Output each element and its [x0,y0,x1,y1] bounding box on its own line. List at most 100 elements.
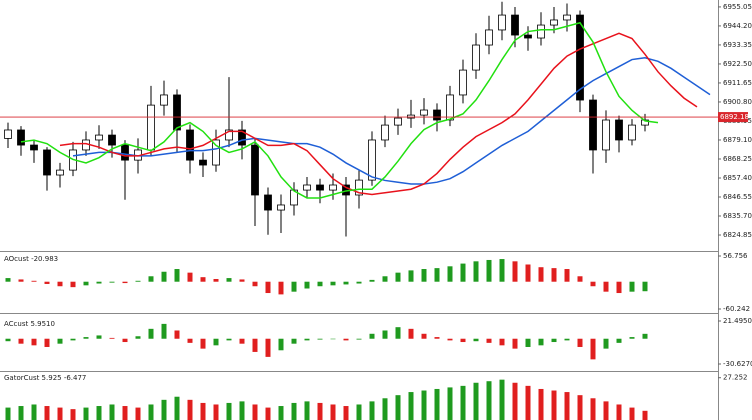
histogram-bar [603,401,609,420]
histogram-bar [96,335,102,339]
candle-body [56,169,64,176]
indicator-title: AOcust -20.983 [4,255,58,263]
histogram-bar [343,338,349,341]
candle-body [108,134,116,146]
histogram-bar [538,338,544,346]
candle-body [303,184,311,191]
histogram-bar [83,337,89,339]
histogram-bar [317,338,323,340]
histogram-bar [226,402,232,420]
histogram-bar [642,333,648,339]
candle-body [485,29,493,46]
candle-body [550,19,558,26]
histogram-bar [460,263,466,282]
histogram-bar [44,406,50,420]
histogram-bar [551,390,557,420]
histogram-bar [499,259,505,282]
histogram-bar [291,402,297,420]
histogram-bar [278,338,284,351]
histogram-bar [278,406,284,420]
candle-body [563,14,571,21]
histogram-bar [304,281,310,289]
histogram-bar [382,330,388,339]
candle-body [368,139,376,181]
histogram-bar [395,395,401,420]
histogram-bar [96,281,102,284]
histogram-bar [291,338,297,344]
histogram-bar [473,382,479,420]
histogram-bar [5,407,11,420]
histogram-bar [408,270,414,282]
histogram-bar [421,390,427,420]
histogram-bar [590,281,596,287]
moving-average-line [59,32,698,196]
y-tick-label: 6955.05 [723,3,752,11]
candle-body [576,14,584,101]
candle-body [498,14,506,31]
y-tick-label: 6835.70 [723,212,752,220]
candle-body [381,124,389,141]
histogram-bar [421,269,427,282]
histogram-bar [564,338,570,341]
histogram-bar [577,395,583,420]
candle-body [472,44,480,71]
histogram-bar [96,406,102,420]
histogram-bar [135,407,141,420]
histogram-bar [70,338,76,341]
histogram-bar [265,407,271,420]
candle-body [394,117,402,126]
histogram-bar [70,409,76,420]
histogram-bar [616,404,622,420]
histogram-bar [616,338,622,343]
histogram-bar [174,396,180,420]
candle-body [615,119,623,141]
histogram-bar [434,337,440,339]
histogram-bar [213,278,219,282]
histogram-bar [161,399,167,420]
candle-body [316,184,324,191]
histogram-bar [109,404,115,420]
candle-body [459,69,467,96]
histogram-bar [434,268,440,282]
y-tick-label: 6879.10 [723,136,752,144]
histogram-bar [57,407,63,420]
histogram-bar [31,280,37,282]
y-tick-label: 6857.40 [723,174,752,182]
histogram-bar [83,407,89,420]
histogram-bar [512,338,518,349]
candle-body [433,109,441,121]
y-tick-label: 6868.25 [723,155,752,163]
histogram-bar [499,379,505,420]
y-tick-label: -60.242 [723,305,750,313]
candle-body [277,204,285,211]
candle-body [511,14,519,36]
histogram-bar [551,268,557,282]
histogram-bar [408,328,414,339]
histogram-bar [330,404,336,420]
candle-body [420,109,428,116]
histogram-bar [187,399,193,420]
histogram-bar [161,271,167,282]
histogram-bar [356,338,362,340]
histogram-bar [135,280,141,282]
histogram-bar [122,406,128,420]
histogram-bar [629,337,635,339]
histogram-bar [31,338,37,346]
y-tick-label: 6944.20 [723,22,752,30]
candle-body [524,34,532,39]
histogram-bar [525,338,531,347]
histogram-bar [356,404,362,420]
candle-body [173,94,181,131]
histogram-bar [265,281,271,294]
histogram-bar [525,385,531,420]
candle-body [602,119,610,151]
histogram-bar [382,276,388,282]
histogram-bar [18,406,24,420]
histogram-bar [200,338,206,349]
histogram-bar [590,398,596,420]
histogram-bar [395,272,401,282]
candle-body [537,24,545,39]
histogram-bar [538,267,544,282]
histogram-bar [460,338,466,343]
histogram-bar [70,281,76,288]
